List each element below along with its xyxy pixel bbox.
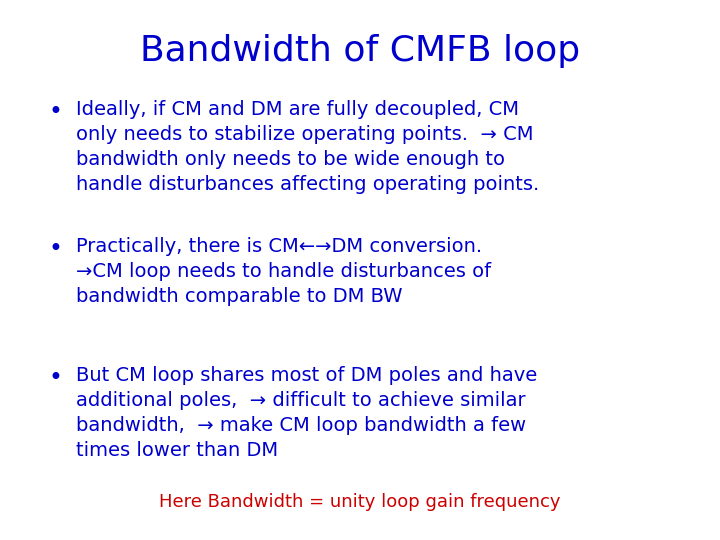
- Text: But CM loop shares most of DM poles and have
additional poles,  → difficult to a: But CM loop shares most of DM poles and …: [76, 367, 537, 461]
- Text: Ideally, if CM and DM are fully decoupled, CM
only needs to stabilize operating : Ideally, if CM and DM are fully decouple…: [76, 100, 539, 194]
- Text: Practically, there is CM←→DM conversion.
→CM loop needs to handle disturbances o: Practically, there is CM←→DM conversion.…: [76, 237, 491, 306]
- Text: Here Bandwidth = unity loop gain frequency: Here Bandwidth = unity loop gain frequen…: [159, 493, 561, 511]
- Text: Bandwidth of CMFB loop: Bandwidth of CMFB loop: [140, 34, 580, 68]
- Text: •: •: [49, 100, 63, 124]
- Text: •: •: [49, 237, 63, 261]
- Text: •: •: [49, 367, 63, 390]
